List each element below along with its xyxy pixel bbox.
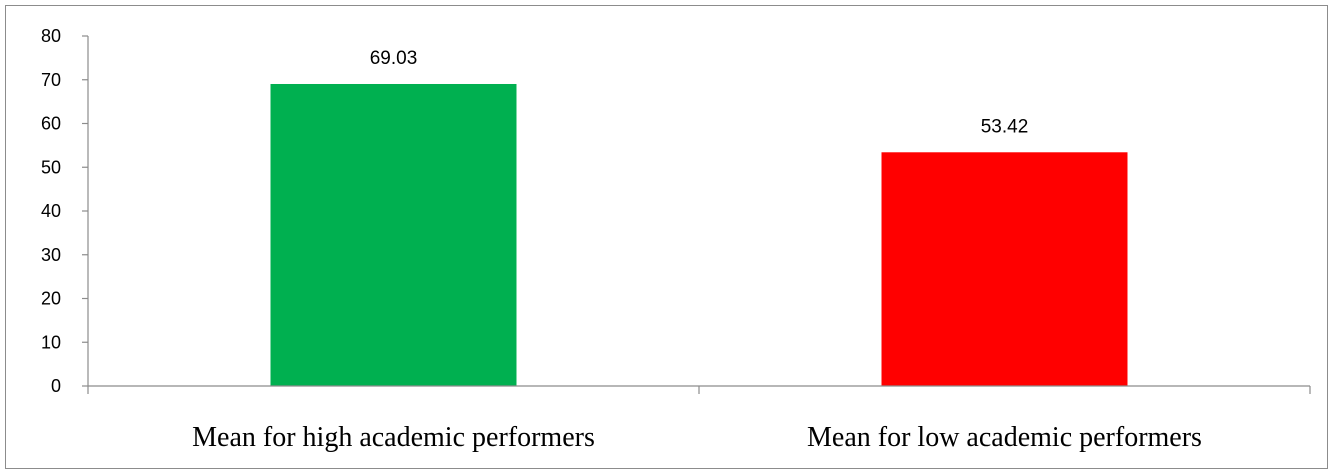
bar [881,152,1128,386]
y-tick-label: 70 [41,70,61,90]
x-category-label: Mean for low academic performers [807,422,1202,453]
y-tick-label: 20 [41,289,61,309]
y-tick-label: 80 [41,26,61,46]
y-tick-label: 30 [41,245,61,265]
y-axis-ticks: 0 10 20 30 40 50 60 70 80 [41,26,88,396]
bar [270,83,517,387]
data-labels: 69.03 53.42 [370,48,1029,137]
category-labels: Mean for high academic performers Mean fo… [192,422,1202,453]
x-category-label: Mean for high academic performers [192,422,595,453]
bar-value-label: 69.03 [370,48,418,69]
y-tick-label: 40 [41,201,61,221]
bars [270,83,1128,387]
y-tick-label: 60 [41,114,61,134]
x-axis-ticks [87,386,1311,394]
bar-value-label: 53.42 [981,116,1029,137]
y-tick-label: 50 [41,157,61,177]
y-tick-label: 10 [41,332,61,352]
y-tick-label: 0 [51,376,61,396]
